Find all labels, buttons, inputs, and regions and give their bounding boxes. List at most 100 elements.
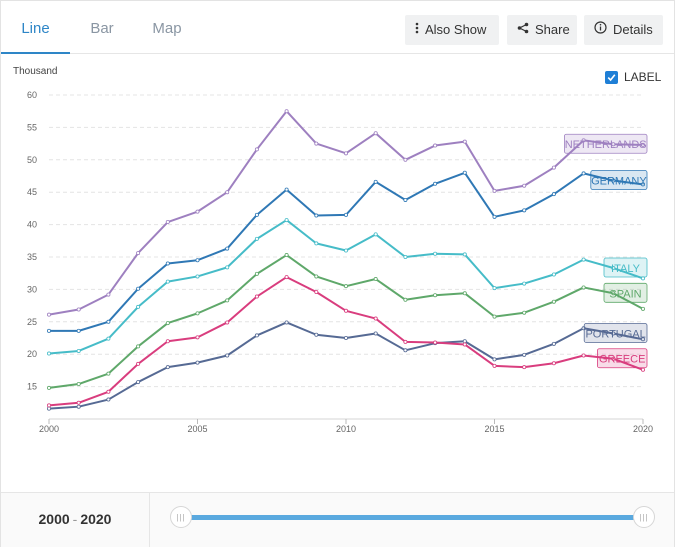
data-point-netherlands (462, 139, 467, 144)
x-tick-label: 2020 (633, 424, 653, 434)
data-point-spain (403, 297, 408, 302)
data-point-greece (551, 361, 556, 366)
data-point-portugal (314, 332, 319, 337)
share-label: Share (535, 22, 570, 37)
data-point-germany (254, 212, 259, 217)
series-labels: NETHERLANDS GERMANY ITALY SPAIN PORTUGAL GREE… (564, 133, 648, 369)
data-point-greece (254, 294, 259, 299)
data-point-netherlands (47, 312, 52, 317)
series-label-text: GERMANY (591, 176, 647, 188)
data-point-greece (136, 361, 141, 366)
tab-line[interactable]: Line (1, 1, 70, 54)
data-point-spain (254, 271, 259, 276)
data-point-portugal (551, 341, 556, 346)
data-point-greece (433, 340, 438, 345)
unit-label: Thousand (13, 66, 57, 77)
tab-map[interactable]: Map (152, 20, 182, 37)
data-point-italy (47, 351, 52, 356)
data-point-spain (462, 291, 467, 296)
data-point-italy (343, 248, 348, 253)
data-point-germany (403, 197, 408, 202)
y-tick-label: 25 (27, 317, 37, 327)
data-point-greece (462, 342, 467, 347)
data-point-italy (611, 266, 616, 271)
data-point-spain (106, 371, 111, 376)
data-point-spain (165, 321, 170, 326)
data-point-spain (522, 310, 527, 315)
data-point-greece (195, 335, 200, 340)
grip-icon: ||| (639, 512, 649, 522)
data-point-netherlands (373, 131, 378, 136)
data-point-spain (581, 285, 586, 290)
data-point-germany (225, 246, 230, 251)
data-point-germany (136, 286, 141, 291)
data-point-italy (225, 265, 230, 270)
data-point-greece (641, 367, 646, 372)
y-axis: 15 20 25 30 35 40 45 50 55 60 (27, 90, 37, 392)
data-point-netherlands (254, 147, 259, 152)
data-point-portugal (47, 406, 52, 411)
series-label-box (590, 170, 648, 190)
data-point-portugal (462, 339, 467, 344)
data-point-netherlands (314, 141, 319, 146)
data-point-germany (611, 178, 616, 183)
data-point-netherlands (284, 109, 289, 114)
label-toggle-text: LABEL (624, 70, 662, 84)
x-axis: 2000 2005 2010 2015 2020 (39, 419, 653, 434)
data-point-spain (225, 298, 230, 303)
data-point-italy (314, 241, 319, 246)
data-point-greece (403, 339, 408, 344)
data-point-germany (343, 212, 348, 217)
range-start-handle[interactable]: ||| (170, 506, 192, 528)
data-point-spain (373, 277, 378, 282)
range-slider-track[interactable] (181, 515, 644, 520)
data-point-italy (136, 304, 141, 309)
data-point-greece (492, 363, 497, 368)
data-point-germany (433, 181, 438, 186)
details-label: Details (613, 22, 653, 37)
also-show-button[interactable]: Also Show (405, 15, 499, 45)
label-checkbox[interactable] (605, 70, 618, 84)
data-point-germany (462, 170, 467, 175)
data-point-spain (47, 385, 52, 390)
grid (49, 94, 643, 420)
data-point-germany (314, 213, 319, 218)
data-point-netherlands (611, 142, 616, 147)
series-label-italy: ITALY (603, 257, 648, 278)
data-point-germany (522, 208, 527, 213)
label-toggle[interactable]: LABEL (605, 68, 661, 86)
range-separator: - (72, 511, 78, 527)
data-point-netherlands (165, 220, 170, 225)
data-point-italy (492, 286, 497, 291)
data-point-portugal (136, 380, 141, 385)
series-label-text: ITALY (611, 263, 641, 275)
series-label-box (603, 282, 648, 303)
data-point-italy (165, 279, 170, 284)
data-point-greece (225, 320, 230, 325)
share-button[interactable]: Share (507, 15, 577, 45)
data-point-portugal (165, 365, 170, 370)
share-icon (517, 15, 529, 45)
data-point-netherlands (641, 142, 646, 147)
data-point-spain (551, 299, 556, 304)
y-tick-label: 30 (27, 284, 37, 294)
data-point-germany (373, 179, 378, 184)
data-point-germany (76, 328, 81, 333)
data-point-netherlands (403, 157, 408, 162)
data-point-germany (284, 187, 289, 192)
y-tick-label: 45 (27, 187, 37, 197)
y-tick-label: 35 (27, 252, 37, 262)
data-point-netherlands (492, 188, 497, 193)
range-end-handle[interactable]: ||| (633, 506, 655, 528)
data-point-greece (343, 308, 348, 313)
series-lines (47, 109, 646, 411)
details-button[interactable]: Details (584, 15, 663, 45)
data-point-portugal (106, 397, 111, 402)
series-label-text: NETHERLANDS (565, 139, 647, 151)
data-point-netherlands (551, 165, 556, 170)
time-range-footer: 2000-2020 ||| ||| (1, 492, 674, 547)
series-label-text: GREECE (599, 354, 645, 366)
tab-bar[interactable]: Bar (90, 20, 114, 37)
grip-icon: ||| (176, 512, 186, 522)
x-tick-label: 2015 (484, 424, 504, 434)
